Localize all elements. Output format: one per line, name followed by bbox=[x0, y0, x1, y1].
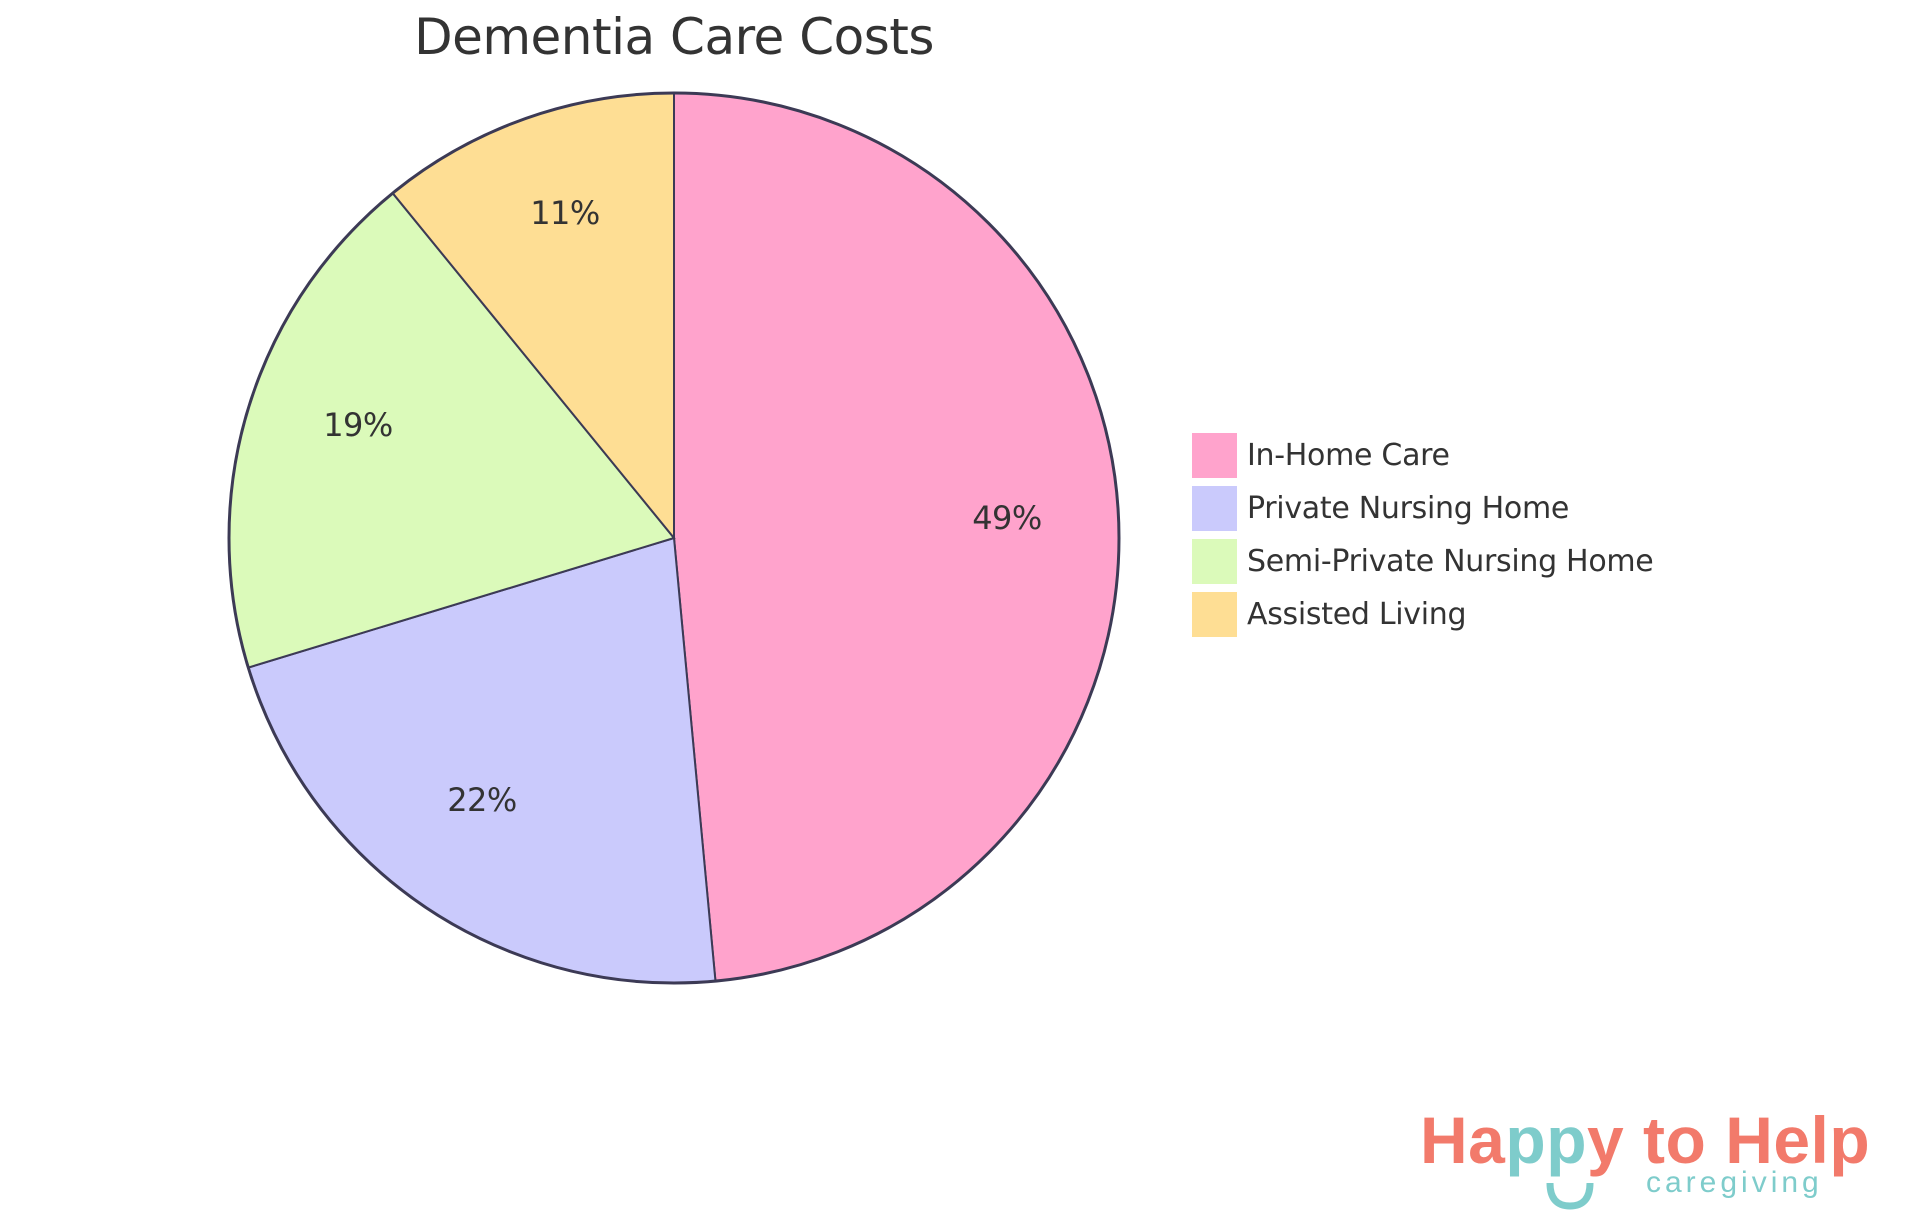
legend-label: Assisted Living bbox=[1247, 597, 1467, 632]
logo-text-part1: Ha bbox=[1420, 1103, 1506, 1177]
logo-text-part3: y to Help bbox=[1587, 1103, 1871, 1177]
pie-outline bbox=[227, 91, 1121, 985]
legend-item-semi-private-nursing-home[interactable]: Semi-Private Nursing Home bbox=[1192, 539, 1654, 584]
legend-swatch bbox=[1192, 592, 1237, 637]
happy-to-help-logo: Happy to Help caregiving bbox=[1420, 1102, 1890, 1212]
legend-swatch bbox=[1192, 433, 1237, 478]
legend-swatch bbox=[1192, 539, 1237, 584]
pie-slices bbox=[228, 91, 1120, 984]
legend: In-Home Care Private Nursing Home Semi-P… bbox=[1192, 433, 1654, 645]
slice-label-private-nursing-home: 22% bbox=[447, 781, 517, 819]
logo-text-part2: pp bbox=[1505, 1103, 1588, 1177]
smile-icon bbox=[1546, 1182, 1594, 1210]
slice-label-assisted-living: 11% bbox=[530, 194, 600, 232]
legend-label: In-Home Care bbox=[1247, 438, 1450, 473]
logo-subtitle: caregiving bbox=[1646, 1166, 1823, 1199]
legend-item-assisted-living[interactable]: Assisted Living bbox=[1192, 592, 1653, 637]
slice-label-in-home-care: 49% bbox=[972, 499, 1042, 537]
chart-title: Dementia Care Costs bbox=[414, 8, 934, 66]
legend-label: Private Nursing Home bbox=[1247, 491, 1570, 526]
logo-wordmark: Happy to Help bbox=[1420, 1102, 1870, 1178]
slice-label-semi-private-nursing-home: 19% bbox=[323, 406, 393, 444]
pie-slice-in-home-care[interactable] bbox=[673, 91, 1120, 983]
legend-swatch bbox=[1192, 486, 1237, 531]
legend-item-in-home-care[interactable]: In-Home Care bbox=[1192, 433, 1653, 478]
legend-item-private-nursing-home[interactable]: Private Nursing Home bbox=[1192, 486, 1653, 531]
legend-label: Semi-Private Nursing Home bbox=[1247, 544, 1654, 579]
